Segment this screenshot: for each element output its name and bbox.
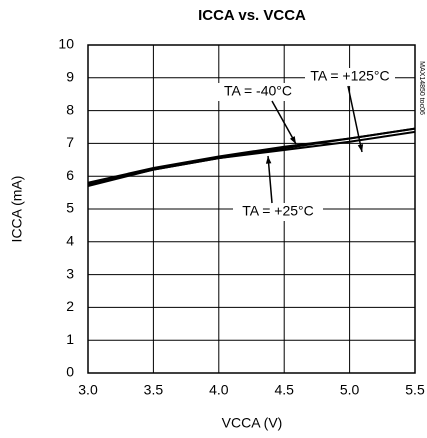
x-tick-label: 3.5 [144,382,164,398]
label-arrow [271,100,297,145]
arrow-head [357,144,364,152]
y-tick-label: 3 [66,265,74,281]
legend-label: TA = +25°C [242,203,314,219]
legend-label: TA = -40°C [224,83,292,99]
label-arrow [267,155,273,204]
legend-label: TA = +125°C [310,68,389,84]
y-tick-label: 4 [66,233,74,249]
chart-title: ICCA vs. VCCA [198,7,306,24]
x-tick-label: 3.0 [78,382,98,398]
label-arrow [347,85,363,153]
y-tick-label: 1 [66,331,74,347]
y-tick-label: 2 [66,298,74,314]
arrow-head [265,156,272,164]
x-tick-label: 4.0 [209,382,229,398]
y-tick-label: 5 [66,200,74,216]
arrow-head [289,136,296,144]
series-line [87,130,416,186]
y-tick-label: 0 [66,364,74,380]
y-axis-label: ICCA (mA) [9,176,25,243]
y-tick-label: 6 [66,167,74,183]
y-tick-label: 7 [66,134,74,150]
x-tick-label: 5.5 [405,382,425,398]
label-bg [233,203,323,221]
y-tick-label: 8 [66,101,74,117]
label-bg [213,83,303,101]
series-line [87,127,416,188]
side-note: MAX14850 toc06 [418,61,425,115]
plot-frame [87,44,416,374]
y-tick-label: 10 [58,36,74,52]
x-tick-label: 4.5 [274,382,294,398]
x-tick-label: 5.0 [340,382,360,398]
label-bg [305,68,395,86]
x-axis-label: VCCA (V) [222,415,283,431]
y-tick-label: 9 [66,69,74,85]
